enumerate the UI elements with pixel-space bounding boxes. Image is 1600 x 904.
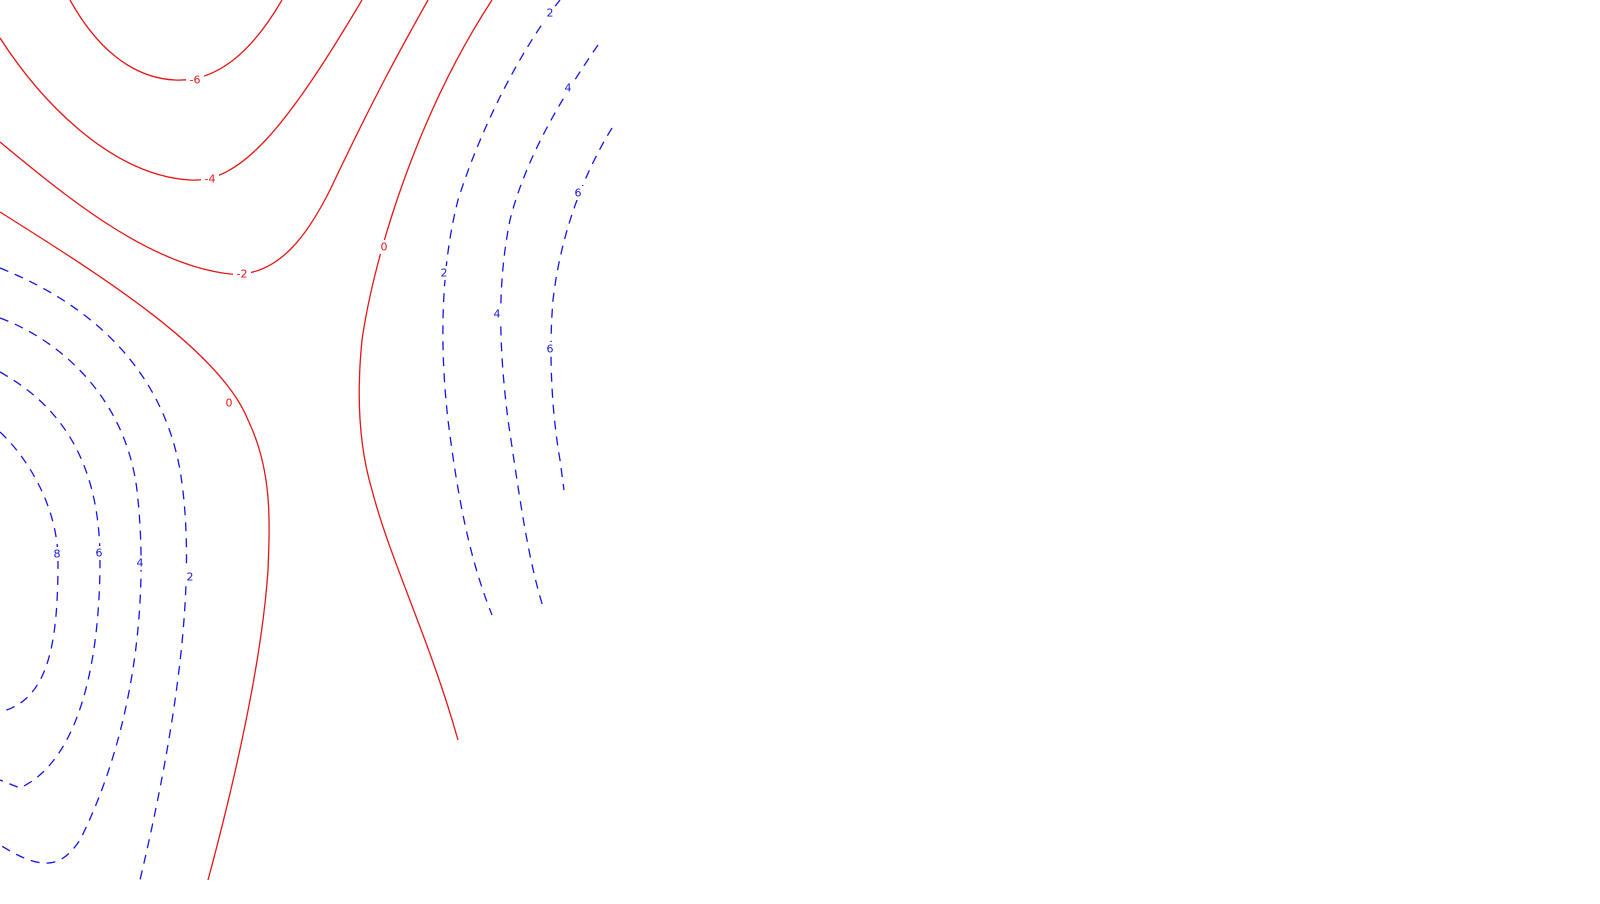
contour-label-background: [233, 267, 251, 281]
contour-label: 8: [54, 548, 61, 561]
contour-line-level-0: [358, 0, 493, 741]
contour-label: 4: [494, 308, 501, 321]
contour-label-group: -6: [186, 73, 204, 87]
contour-label-group: 2: [544, 6, 556, 20]
contour-line-level-6: [0, 371, 101, 789]
contour-line-level-4: [0, 317, 142, 864]
contour-label: -4: [205, 173, 216, 186]
contour-label: 2: [187, 571, 194, 584]
contour-label-group: 0: [223, 396, 235, 410]
contour-label-group: 0: [378, 240, 390, 254]
contour-label-background: [378, 240, 390, 254]
contour-label: 6: [96, 547, 103, 560]
contour-labels: -6 -4 -2 0 0 2 2 2 4 4 4 6 6 6 8: [51, 6, 584, 584]
contour-line-level-6: [550, 127, 613, 491]
contour-label-group: 4: [491, 307, 503, 321]
contour-line-level-neg2: [0, 0, 429, 275]
contour-label-background: [201, 172, 219, 186]
contour-label-group: 6: [544, 342, 556, 356]
contour-label-background: [491, 307, 503, 321]
contour-line-level-0: [0, 211, 270, 881]
contour-label-background: [51, 547, 63, 561]
contour-label-background: [544, 342, 556, 356]
contour-label: 2: [441, 267, 448, 280]
contour-line-level-neg6: [69, 0, 283, 81]
contour-label-group: -2: [233, 267, 251, 281]
contour-label: 6: [575, 187, 582, 200]
contour-label-group: -4: [201, 172, 219, 186]
contour-label-background: [562, 81, 574, 95]
contour-label-background: [134, 556, 146, 570]
contour-line-level-8: [0, 431, 59, 713]
contour-label-background: [223, 396, 235, 410]
contour-label-background: [572, 186, 584, 200]
contour-label-group: 4: [134, 556, 146, 570]
contour-lines: [0, 0, 613, 881]
contour-label-background: [93, 546, 105, 560]
contour-label-group: 4: [562, 81, 574, 95]
contour-label-group: 6: [572, 186, 584, 200]
contour-label: 6: [547, 343, 554, 356]
contour-label-background: [184, 570, 196, 584]
contour-label: -2: [237, 268, 248, 281]
contour-label-group: 2: [184, 570, 196, 584]
contour-label: 0: [381, 241, 388, 254]
contour-label: -6: [190, 74, 201, 87]
contour-label: 4: [137, 557, 144, 570]
contour-label-background: [438, 266, 450, 280]
contour-label-background: [544, 6, 556, 20]
contour-label-group: 2: [438, 266, 450, 280]
contour-label-group: 6: [93, 546, 105, 560]
contour-label: 0: [226, 397, 233, 410]
contour-line-level-2: [442, 0, 561, 616]
contour-line-level-neg4: [0, 0, 363, 181]
contour-label: 2: [547, 7, 554, 20]
contour-label: 4: [565, 82, 572, 95]
contour-line-level-2: [0, 267, 188, 881]
contour-label-group: 8: [51, 547, 63, 561]
contour-line-level-4: [500, 44, 599, 611]
contour-label-background: [186, 73, 204, 87]
